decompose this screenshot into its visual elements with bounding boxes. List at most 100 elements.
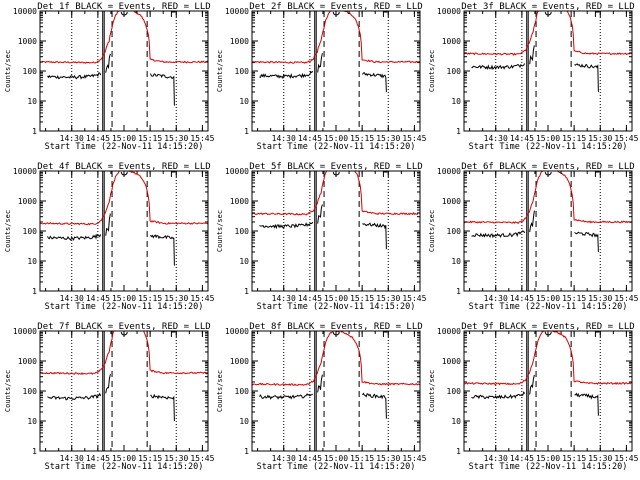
y-tick-label: 10 bbox=[27, 257, 37, 266]
x-tick-label: 14:30 bbox=[272, 294, 296, 303]
x-tick-label: 14:45 bbox=[510, 454, 534, 463]
events-black-series bbox=[105, 53, 111, 73]
events-black-series bbox=[150, 393, 175, 422]
y-tick-label: 10000 bbox=[437, 167, 461, 176]
x-tick-label: 14:30 bbox=[272, 454, 296, 463]
y-tick-label: 1 bbox=[244, 447, 249, 456]
events-black-series bbox=[105, 213, 111, 236]
y-tick-label: 10000 bbox=[13, 7, 37, 16]
panel-det-1: Det 1f BLACK = Events, RED = LLD 1 10 100 10… bbox=[4, 2, 215, 152]
x-axis-label: Start Time (22-Nov-11 14:15:20) bbox=[45, 302, 204, 312]
x-axis-label: Start Time (22-Nov-11 14:15:20) bbox=[469, 142, 628, 152]
lld-red-series bbox=[39, 170, 209, 226]
end-marker bbox=[594, 11, 600, 17]
x-tick-label: 15:30 bbox=[588, 294, 612, 303]
y-tick-label: 1 bbox=[244, 127, 249, 136]
events-black-series bbox=[47, 233, 102, 241]
x-axis-label: Start Time (22-Nov-11 14:15:20) bbox=[257, 302, 416, 312]
x-tick-label: 15:30 bbox=[164, 294, 188, 303]
y-axis-label: Counts/sec bbox=[4, 370, 12, 412]
x-tick-label: 15:30 bbox=[588, 454, 612, 463]
x-axis-label: Start Time (22-Nov-11 14:15:20) bbox=[257, 142, 416, 152]
plot-frame bbox=[39, 330, 209, 452]
x-tick-label: 15:00 bbox=[324, 294, 348, 303]
x-tick-label: 14:45 bbox=[86, 294, 110, 303]
y-tick-label: 10 bbox=[451, 97, 461, 106]
lld-red-series bbox=[251, 170, 421, 216]
x-axis-label: Start Time (22-Nov-11 14:15:20) bbox=[469, 302, 628, 312]
plot-frame bbox=[463, 330, 633, 452]
panel-det-2: Det 2f BLACK = Events, RED = LLD 1 10 100 10… bbox=[216, 2, 427, 152]
events-black-series bbox=[317, 374, 323, 393]
x-tick-label: 15:30 bbox=[588, 134, 612, 143]
x-tick-label: 15:45 bbox=[614, 134, 638, 143]
x-tick-label: 15:15 bbox=[562, 134, 586, 143]
x-tick-label: 15:00 bbox=[324, 134, 348, 143]
x-tick-label: 15:45 bbox=[402, 294, 426, 303]
x-tick-label: 14:45 bbox=[86, 134, 110, 143]
panel-title: Det 7f BLACK = Events, RED = LLD bbox=[37, 322, 210, 332]
events-black-series bbox=[529, 374, 535, 395]
lld-red-series bbox=[463, 170, 633, 225]
panel-det-4: Det 4f BLACK = Events, RED = LLD 1 10 100 10… bbox=[4, 162, 215, 312]
x-tick-label: 14:45 bbox=[298, 134, 322, 143]
x-tick-label: 14:45 bbox=[298, 294, 322, 303]
x-axis-label: Start Time (22-Nov-11 14:15:20) bbox=[257, 462, 416, 472]
y-tick-label: 100 bbox=[23, 387, 38, 396]
x-tick-label: 15:30 bbox=[376, 294, 400, 303]
x-tick-label: 15:45 bbox=[402, 454, 426, 463]
events-black-series bbox=[317, 204, 323, 224]
y-tick-label: 100 bbox=[23, 67, 38, 76]
x-axis-label: Start Time (22-Nov-11 14:15:20) bbox=[469, 462, 628, 472]
lld-red-series bbox=[39, 10, 209, 64]
plot-frame bbox=[463, 10, 633, 132]
y-axis-label: Counts/sec bbox=[216, 370, 224, 412]
x-tick-label: 15:30 bbox=[376, 134, 400, 143]
x-tick-label: 15:00 bbox=[112, 294, 136, 303]
y-tick-label: 1000 bbox=[442, 357, 461, 366]
events-black-series bbox=[471, 230, 526, 239]
y-tick-label: 10 bbox=[239, 417, 249, 426]
plot-frame bbox=[39, 170, 209, 292]
y-tick-label: 10000 bbox=[225, 7, 249, 16]
y-tick-label: 1000 bbox=[230, 197, 249, 206]
y-tick-label: 1000 bbox=[18, 37, 37, 46]
end-marker bbox=[382, 331, 388, 337]
y-tick-label: 10000 bbox=[13, 327, 37, 336]
events-black-series bbox=[317, 53, 323, 73]
x-tick-label: 15:45 bbox=[614, 294, 638, 303]
x-tick-label: 15:00 bbox=[112, 454, 136, 463]
y-axis-label: Counts/sec bbox=[216, 50, 224, 92]
x-tick-label: 15:15 bbox=[562, 454, 586, 463]
plot-frame bbox=[251, 170, 421, 292]
y-tick-label: 10000 bbox=[13, 167, 37, 176]
panel-det-5: Det 5f BLACK = Events, RED = LLD 1 10 100 10… bbox=[216, 162, 427, 312]
x-tick-label: 14:30 bbox=[60, 134, 84, 143]
events-black-series bbox=[471, 391, 526, 400]
events-black-series bbox=[259, 393, 313, 400]
x-tick-label: 15:15 bbox=[350, 454, 374, 463]
x-tick-label: 14:30 bbox=[60, 454, 84, 463]
plot-frame bbox=[39, 10, 209, 132]
events-black-series bbox=[259, 70, 314, 80]
y-axis-label: Counts/sec bbox=[4, 50, 12, 92]
plot-frame bbox=[463, 170, 633, 292]
events-black-series bbox=[529, 45, 535, 65]
panel-title: Det 1f BLACK = Events, RED = LLD bbox=[37, 2, 210, 12]
y-axis-label: Counts/sec bbox=[428, 50, 436, 92]
y-tick-label: 100 bbox=[235, 67, 250, 76]
panel-title: Det 3f BLACK = Events, RED = LLD bbox=[461, 2, 634, 12]
x-tick-label: 15:15 bbox=[350, 294, 374, 303]
panel-det-3: Det 3f BLACK = Events, RED = LLD 1 10 100 10… bbox=[428, 2, 639, 152]
end-marker bbox=[170, 11, 176, 17]
events-black-series bbox=[574, 392, 599, 416]
panel-det-8: Det 8f BLACK = Events, RED = LLD 1 10 100 10… bbox=[216, 322, 427, 472]
x-tick-label: 15:15 bbox=[350, 134, 374, 143]
y-tick-label: 1000 bbox=[442, 37, 461, 46]
panel-title: Det 6f BLACK = Events, RED = LLD bbox=[461, 162, 634, 172]
y-tick-label: 10 bbox=[451, 257, 461, 266]
x-axis-label: Start Time (22-Nov-11 14:15:20) bbox=[45, 142, 204, 152]
y-tick-label: 1 bbox=[456, 287, 461, 296]
panel-title: Det 9f BLACK = Events, RED = LLD bbox=[461, 322, 634, 332]
